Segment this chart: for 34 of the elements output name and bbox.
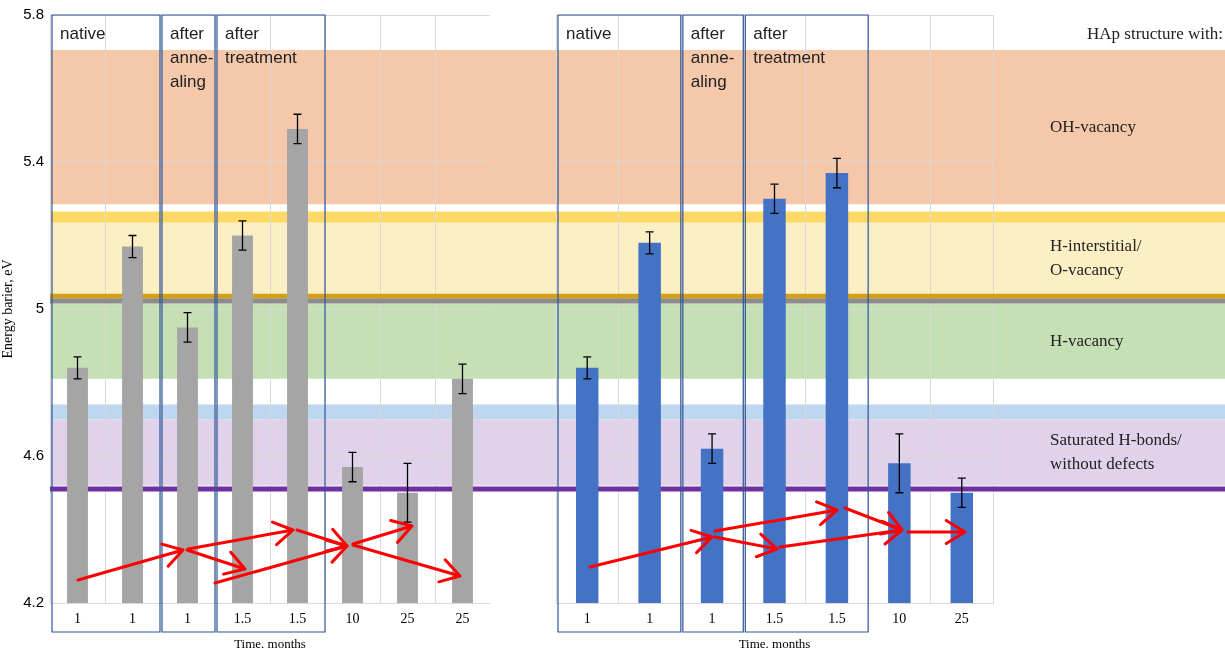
x-tick-label: 1 (129, 611, 136, 627)
band-label: H-interstitial/ O-vacancy (1050, 235, 1142, 279)
x-axis-title: Time. months (738, 635, 811, 651)
x-tick-label: 25 (400, 611, 415, 627)
x-tick-label: 1.5 (828, 611, 846, 627)
band-label: OH-vacancy (1050, 116, 1137, 136)
x-tick-label: 1.5 (765, 611, 784, 627)
x-tick-label: 25 (455, 611, 470, 627)
x-tick-label: 1 (583, 611, 591, 627)
annotation: native (566, 24, 612, 43)
annotation: after treatment (753, 24, 826, 67)
y-tick-label: 4.6 (23, 446, 44, 464)
band-label: Saturated H-bonds/ without defects (1050, 429, 1182, 473)
annotation: after treatment (225, 24, 298, 67)
x-tick-label: 1 (646, 611, 654, 627)
y-tick-label: 5 (35, 299, 44, 317)
band-label: H-vacancy (1050, 330, 1125, 350)
annotation: native (60, 24, 106, 43)
x-tick-label: 10 (892, 611, 907, 627)
x-tick-label: 25 (954, 611, 969, 627)
x-tick-label: 1.5 (233, 611, 252, 627)
x-tick-label: 1 (74, 611, 81, 627)
y-tick-label: 5.4 (23, 152, 44, 170)
y-tick-label: 4.2 (23, 593, 44, 611)
x-axis-title: Time. months (234, 635, 306, 651)
x-tick-label: 1 (708, 611, 716, 627)
y-axis-title: Energy barier, eV (0, 259, 16, 359)
x-tick-label: 10 (345, 611, 360, 627)
annotation: after anne- aling (690, 24, 735, 91)
annotation: after anne- aling (170, 24, 214, 91)
text: HAp structure with: (1087, 24, 1223, 43)
y-tick-label: 5.8 (23, 5, 44, 23)
x-tick-label: 1 (184, 611, 191, 627)
x-tick-label: 1.5 (288, 611, 307, 627)
